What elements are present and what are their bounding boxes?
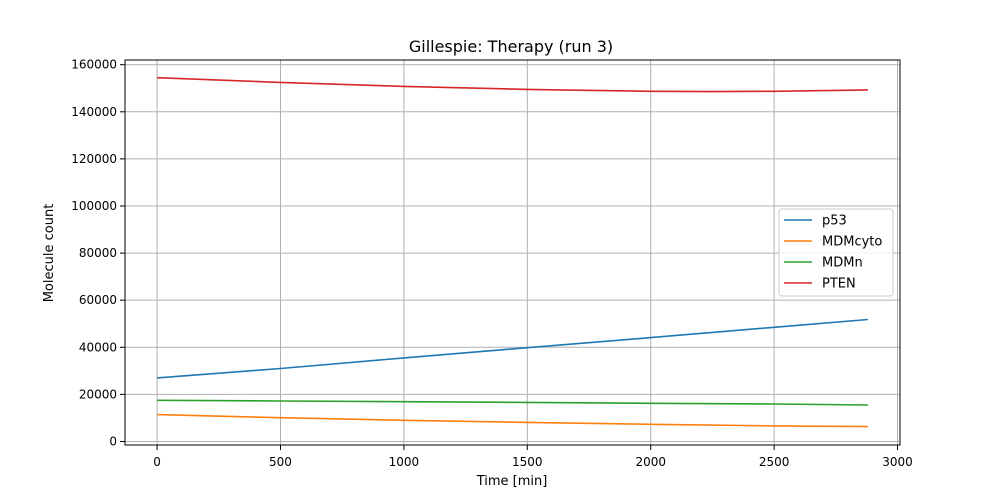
y-axis-label: Molecule count — [42, 204, 57, 303]
series-line-p53 — [157, 318, 868, 379]
x-tick-label: 1000 — [389, 455, 420, 469]
legend-label-p53: p53 — [822, 214, 847, 229]
y-tick-label: 60000 — [79, 293, 117, 307]
series-line-mdmn — [157, 399, 868, 406]
series-line-mdmcyto — [157, 413, 868, 428]
y-tick-label: 20000 — [79, 387, 117, 401]
plot-frame — [124, 59, 901, 446]
y-tick-label: 140000 — [71, 105, 117, 119]
y-tick-label: 120000 — [71, 152, 117, 166]
x-tick-label: 0 — [153, 455, 161, 469]
x-tick-label: 1500 — [512, 455, 543, 469]
y-tick-label: 100000 — [71, 199, 117, 213]
x-tick-label: 2500 — [759, 455, 790, 469]
chart-title: Gillespie: Therapy (run 3) — [409, 37, 613, 56]
y-tick-label: 0 — [109, 434, 117, 448]
series-line-pten — [157, 76, 868, 93]
y-tick-label: 160000 — [71, 58, 117, 72]
legend-label-mdmn: MDMn — [822, 256, 863, 271]
series-lines — [157, 76, 868, 428]
x-axis-label: Time [min] — [476, 474, 548, 489]
legend-box — [778, 208, 894, 297]
legend: p53 MDMcyto MDMn PTEN — [778, 208, 894, 297]
x-tick-label: 3000 — [882, 455, 913, 469]
y-tick-label: 80000 — [79, 246, 117, 260]
x-tick-label: 2000 — [635, 455, 666, 469]
legend-label-pten: PTEN — [822, 277, 856, 292]
legend-label-mdmcyto: MDMcyto — [822, 235, 882, 250]
axis-ticks: 0 500 1000 1500 2000 2500 3000 0 20000 40000 60000… — [71, 58, 913, 469]
x-tick-label: 500 — [269, 455, 292, 469]
y-tick-label: 40000 — [79, 340, 117, 354]
grid — [125, 60, 900, 445]
